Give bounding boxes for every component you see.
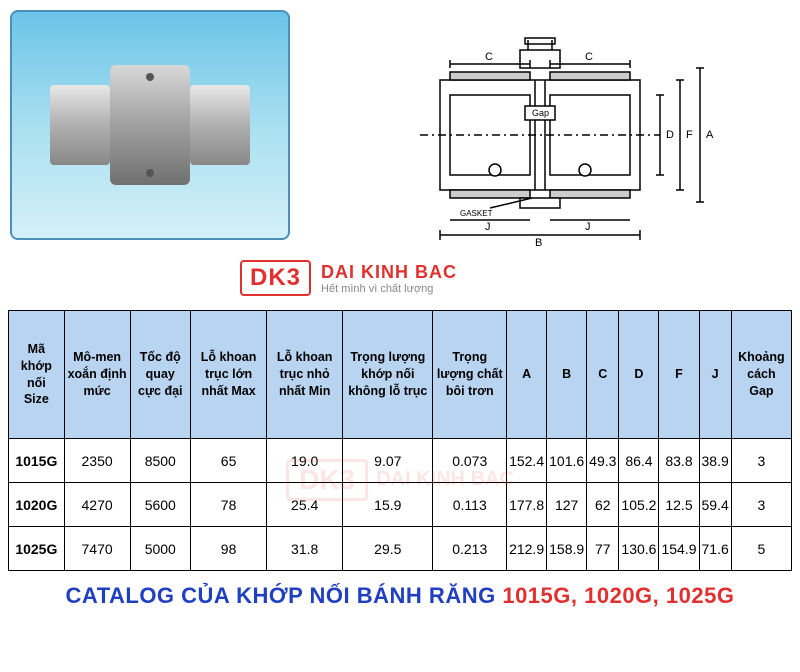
cell-2-13: 5 <box>731 527 791 571</box>
cell-1-9: 62 <box>587 483 619 527</box>
dim-b: B <box>535 237 542 249</box>
cell-1-1: 4270 <box>64 483 130 527</box>
cell-1-5: 15.9 <box>343 483 433 527</box>
cell-0-13: 3 <box>731 439 791 483</box>
cell-1-8: 127 <box>547 483 587 527</box>
col-header-3: Lỗ khoan trục lớn nhất Max <box>191 311 267 439</box>
col-header-0: Mã khớp nốiSize <box>9 311 65 439</box>
col-header-10: D <box>619 311 659 439</box>
col-header-8: B <box>547 311 587 439</box>
brand-logo: DK3 DAI KINH BAC Hết mình vì chất lượng <box>240 260 457 296</box>
col-header-13: Khoảng cáchGap <box>731 311 791 439</box>
cell-0-8: 101.6 <box>547 439 587 483</box>
logo-tagline: Hết mình vì chất lượng <box>321 283 457 295</box>
cell-1-7: 177.8 <box>507 483 547 527</box>
dim-j-left: J <box>485 221 491 233</box>
cell-0-2: 8500 <box>130 439 191 483</box>
cell-0-1: 2350 <box>64 439 130 483</box>
cell-0-7: 152.4 <box>507 439 547 483</box>
table-row: 1015G235085006519.09.070.073152.4101.649… <box>9 439 792 483</box>
technical-diagram: C C Gap D F A GASKET J J B <box>310 10 790 260</box>
cell-2-8: 158.9 <box>547 527 587 571</box>
cell-1-4: 25.4 <box>267 483 343 527</box>
cell-0-10: 86.4 <box>619 439 659 483</box>
caption: CATALOG CỦA KHỚP NỐI BÁNH RĂNG 1015G, 10… <box>0 583 800 609</box>
dim-f: F <box>686 129 693 141</box>
logo-name: DAI KINH BAC <box>321 262 457 283</box>
hub-left <box>50 85 110 165</box>
cell-0-12: 38.9 <box>699 439 731 483</box>
flange-center <box>110 65 190 185</box>
table-row: 1020G427056007825.415.90.113177.81276210… <box>9 483 792 527</box>
cell-2-11: 154.9 <box>659 527 699 571</box>
cell-0-5: 9.07 <box>343 439 433 483</box>
cell-2-9: 77 <box>587 527 619 571</box>
dim-c-left: C <box>485 51 493 63</box>
col-header-9: C <box>587 311 619 439</box>
dim-a: A <box>706 129 714 141</box>
cell-2-5: 29.5 <box>343 527 433 571</box>
col-header-6: Trọng lượng chất bôi trơn <box>433 311 507 439</box>
cell-1-11: 12.5 <box>659 483 699 527</box>
cell-1-2: 5600 <box>130 483 191 527</box>
caption-models: 1015G, 1020G, 1025G <box>502 583 734 608</box>
dim-d: D <box>666 129 674 141</box>
cell-1-12: 59.4 <box>699 483 731 527</box>
cell-2-6: 0.213 <box>433 527 507 571</box>
gap-label: Gap <box>532 108 549 118</box>
hub-right <box>190 85 250 165</box>
col-header-7: A <box>507 311 547 439</box>
cell-1-13: 3 <box>731 483 791 527</box>
table-row: 1025G747050009831.829.50.213212.9158.977… <box>9 527 792 571</box>
coupling-illustration <box>50 65 250 185</box>
col-header-12: J <box>699 311 731 439</box>
cell-0-4: 19.0 <box>267 439 343 483</box>
col-header-5: Trọng lượng khớp nối không lỗ trục <box>343 311 433 439</box>
cell-2-1: 7470 <box>64 527 130 571</box>
cell-0-6: 0.073 <box>433 439 507 483</box>
col-header-1: Mô-men xoắn định mức <box>64 311 130 439</box>
cell-2-2: 5000 <box>130 527 191 571</box>
col-header-2: Tốc độ quay cực đại <box>130 311 191 439</box>
cell-1-0: 1020G <box>9 483 65 527</box>
caption-prefix: CATALOG CỦA KHỚP NỐI BÁNH RĂNG <box>66 583 503 608</box>
cell-2-12: 71.6 <box>699 527 731 571</box>
cell-2-3: 98 <box>191 527 267 571</box>
cell-2-0: 1025G <box>9 527 65 571</box>
dim-c-right: C <box>585 51 593 63</box>
spec-table: Mã khớp nốiSizeMô-men xoắn định mứcTốc đ… <box>8 310 792 571</box>
top-section: C C Gap D F A GASKET J J B <box>0 0 800 270</box>
cell-0-0: 1015G <box>9 439 65 483</box>
cell-2-10: 130.6 <box>619 527 659 571</box>
cell-0-11: 83.8 <box>659 439 699 483</box>
gasket-label: GASKET <box>460 209 493 218</box>
spec-table-wrapper: Mã khớp nốiSizeMô-men xoắn định mứcTốc đ… <box>0 310 800 571</box>
cell-2-4: 31.8 <box>267 527 343 571</box>
col-header-4: Lỗ khoan trục nhỏ nhất Min <box>267 311 343 439</box>
cell-0-3: 65 <box>191 439 267 483</box>
cell-1-6: 0.113 <box>433 483 507 527</box>
product-photo <box>10 10 290 240</box>
table-header-row: Mã khớp nốiSizeMô-men xoắn định mứcTốc đ… <box>9 311 792 439</box>
cell-2-7: 212.9 <box>507 527 547 571</box>
cell-1-3: 78 <box>191 483 267 527</box>
cell-0-9: 49.3 <box>587 439 619 483</box>
col-header-11: F <box>659 311 699 439</box>
cell-1-10: 105.2 <box>619 483 659 527</box>
logo-text: DAI KINH BAC Hết mình vì chất lượng <box>321 262 457 295</box>
dim-j-right: J <box>585 221 591 233</box>
logo-abbrev: DK3 <box>240 260 311 296</box>
diagram-svg: C C Gap D F A GASKET J J B <box>360 20 740 250</box>
